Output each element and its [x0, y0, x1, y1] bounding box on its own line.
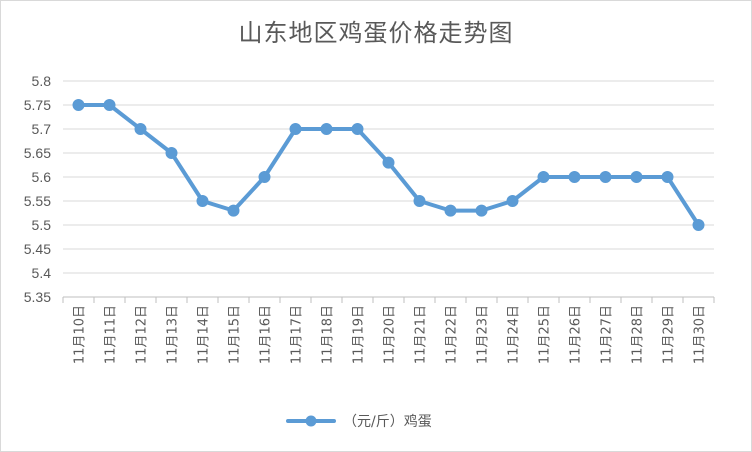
data-point	[506, 195, 519, 207]
y-tick-label: 5.45	[24, 241, 51, 257]
x-tick-label: 11月14日	[197, 305, 212, 364]
y-tick-label: 5.5	[32, 217, 52, 233]
data-point	[599, 171, 612, 183]
x-tick-label: 11月19日	[352, 305, 367, 364]
y-tick-label: 5.55	[24, 193, 51, 209]
y-tick-label: 5.6	[32, 169, 52, 185]
data-point	[630, 171, 643, 183]
data-point	[227, 204, 240, 217]
x-tick-label: 11月15日	[228, 305, 243, 364]
y-tick-label: 5.75	[24, 97, 51, 113]
x-tick-label: 11月21日	[414, 305, 429, 364]
x-tick-label: 11月24日	[507, 305, 522, 364]
x-tick-label: 11月16日	[259, 305, 274, 364]
x-tick-label: 11月27日	[600, 305, 615, 364]
data-point	[692, 219, 705, 231]
x-tick-label: 11月29日	[662, 305, 677, 364]
data-point	[382, 156, 395, 169]
data-point	[134, 123, 147, 135]
data-point	[351, 123, 364, 135]
y-tick-label: 5.65	[24, 145, 51, 161]
y-axis: 5.35 5.4 5.45 5.5 5.55 5.6 5.65 5.7 5.75 5.8	[24, 73, 51, 305]
x-tick-label: 11月10日	[73, 305, 88, 364]
legend: （元/斤）鸡蛋	[286, 413, 432, 430]
grid-lines	[63, 80, 714, 298]
legend-label: （元/斤）鸡蛋	[343, 413, 432, 430]
x-tick-label: 11月12日	[135, 305, 150, 364]
x-tick-label: 11月11日	[104, 305, 119, 364]
y-tick-label: 5.35	[24, 289, 51, 305]
data-point	[413, 195, 426, 207]
data-point	[72, 99, 85, 111]
data-point	[568, 171, 581, 183]
x-axis: 11月10日 11月11日 11月12日 11月13日 11月14日 11月15日 11月1…	[62, 296, 715, 364]
x-tick-label: 11月30日	[693, 305, 708, 364]
x-tick-label: 11月26日	[569, 305, 584, 364]
y-tick-label: 5.4	[32, 265, 52, 281]
data-point	[661, 171, 674, 183]
data-point	[165, 147, 178, 159]
data-point	[196, 195, 209, 207]
x-tick-label: 11月25日	[538, 305, 553, 364]
data-point	[537, 171, 550, 183]
data-point	[103, 99, 116, 111]
data-point	[289, 123, 302, 135]
data-point	[444, 204, 457, 217]
series-eggs	[72, 99, 705, 231]
x-tick-label: 11月18日	[321, 305, 336, 364]
legend-marker	[305, 415, 317, 427]
y-tick-label: 5.8	[32, 73, 52, 89]
data-point	[258, 171, 271, 183]
y-tick-label: 5.7	[32, 121, 52, 137]
x-tick-label: 11月20日	[383, 305, 398, 364]
chart-title: 山东地区鸡蛋价格走势图	[238, 19, 514, 47]
x-tick-label: 11月28日	[631, 305, 646, 364]
x-tick-label: 11月17日	[290, 305, 305, 364]
data-point	[320, 123, 333, 135]
x-tick-label: 11月22日	[445, 305, 460, 364]
x-tick-label: 11月13日	[166, 305, 181, 364]
x-tick-label: 11月23日	[476, 305, 491, 364]
data-point	[475, 204, 488, 217]
